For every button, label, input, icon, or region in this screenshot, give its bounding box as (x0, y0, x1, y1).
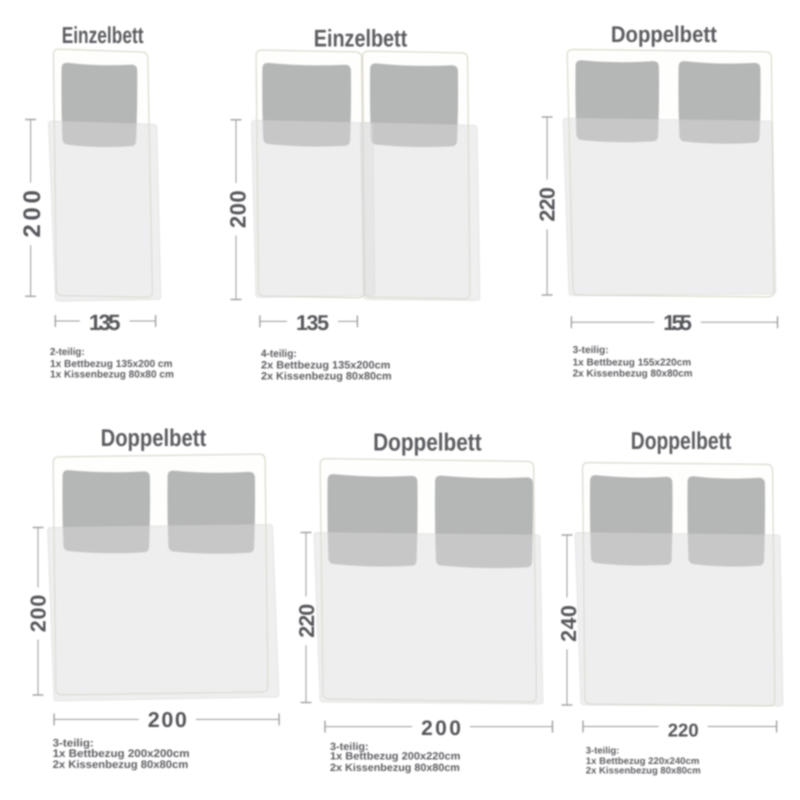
svg-text:1x Kissenbezug 80x80 cm: 1x Kissenbezug 80x80 cm (50, 370, 174, 381)
svg-text:220: 220 (668, 720, 699, 741)
svg-text:2x Kissenbezug 80x80cm: 2x Kissenbezug 80x80cm (53, 759, 189, 771)
svg-text:200: 200 (19, 190, 46, 238)
svg-text:Doppelbett: Doppelbett (373, 430, 482, 457)
svg-text:1x Bettbezug 220x240cm: 1x Bettbezug 220x240cm (586, 756, 700, 767)
svg-text:2x Kissenbezug 80x80cm: 2x Kissenbezug 80x80cm (330, 762, 460, 774)
svg-text:220: 220 (295, 604, 319, 638)
svg-text:Einzelbett: Einzelbett (314, 26, 408, 53)
svg-text:Doppelbett: Doppelbett (631, 428, 732, 455)
svg-text:4-teilig:: 4-teilig: (261, 348, 297, 360)
svg-text:3-teilig:: 3-teilig: (53, 738, 94, 750)
svg-text:200: 200 (148, 708, 187, 732)
svg-text:2x Kissenbezug 80x80cm: 2x Kissenbezug 80x80cm (586, 765, 701, 776)
svg-text:200: 200 (226, 190, 251, 228)
svg-text:135: 135 (296, 311, 329, 335)
svg-text:2x Bettbezug 135x200cm: 2x Bettbezug 135x200cm (261, 360, 390, 372)
svg-text:1x Bettbezug 135x200 cm: 1x Bettbezug 135x200 cm (50, 359, 173, 370)
svg-text:Einzelbett: Einzelbett (62, 22, 144, 48)
svg-text:200: 200 (27, 595, 51, 633)
svg-text:2-teilig:: 2-teilig: (50, 347, 85, 358)
svg-text:3-teilig:: 3-teilig: (586, 746, 620, 757)
svg-text:200: 200 (421, 717, 461, 740)
svg-text:3-teilig:: 3-teilig: (330, 741, 369, 753)
svg-text:135: 135 (89, 310, 121, 335)
svg-text:1x Bettbezug 200x220cm: 1x Bettbezug 200x220cm (330, 751, 460, 763)
svg-text:Doppelbett: Doppelbett (611, 21, 717, 47)
svg-text:220: 220 (536, 187, 560, 222)
svg-text:2x Kissenbezug 80x80cm: 2x Kissenbezug 80x80cm (261, 371, 392, 383)
svg-text:2x Kissenbezug 80x80cm: 2x Kissenbezug 80x80cm (573, 368, 693, 379)
svg-text:3-teilig:: 3-teilig: (573, 345, 609, 356)
svg-text:155: 155 (663, 310, 692, 335)
svg-text:240: 240 (557, 605, 581, 642)
svg-text:1x Bettbezug 155x220cm: 1x Bettbezug 155x220cm (573, 357, 692, 368)
svg-text:1x Bettbezug 200x200cm: 1x Bettbezug 200x200cm (53, 748, 190, 760)
svg-text:Doppelbett: Doppelbett (101, 425, 207, 452)
